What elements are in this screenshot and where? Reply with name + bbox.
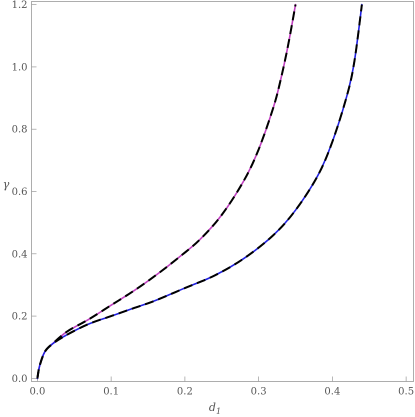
x-tick-label: 0.4 [324, 387, 340, 398]
x-tick-label: 0.2 [177, 387, 193, 398]
series-layer [36, 3, 363, 380]
y-tick-label: 0.2 [12, 312, 28, 323]
x-tick-label: 0.5 [398, 387, 414, 398]
x-axis-label-subscript: 1 [216, 407, 221, 416]
y-tick-label: 0.8 [12, 125, 28, 136]
y-tick-label: 1.2 [12, 0, 28, 11]
y-axis-ticks: 0.0 0.2 0.4 0.6 0.8 1.0 1.2 [12, 0, 37, 385]
solid-series-line [36, 3, 363, 380]
dashed-series-line [36, 4, 297, 379]
y-axis-label: γ [3, 178, 10, 191]
dashed-series-line [36, 4, 363, 379]
x-tick-label: 0.0 [29, 387, 45, 398]
y-tick-label: 0.6 [12, 187, 28, 198]
x-axis-label: d1 [209, 401, 221, 416]
x-axis-ticks: 0.0 0.1 0.2 0.3 0.4 0.5 [29, 376, 414, 398]
y-tick-label: 1.0 [12, 62, 28, 73]
x-tick-label: 0.1 [103, 387, 119, 398]
solid-series-line [36, 3, 297, 380]
y-tick-label: 0.0 [12, 374, 28, 385]
y-tick-label: 0.4 [12, 249, 28, 260]
x-tick-label: 0.3 [251, 387, 267, 398]
